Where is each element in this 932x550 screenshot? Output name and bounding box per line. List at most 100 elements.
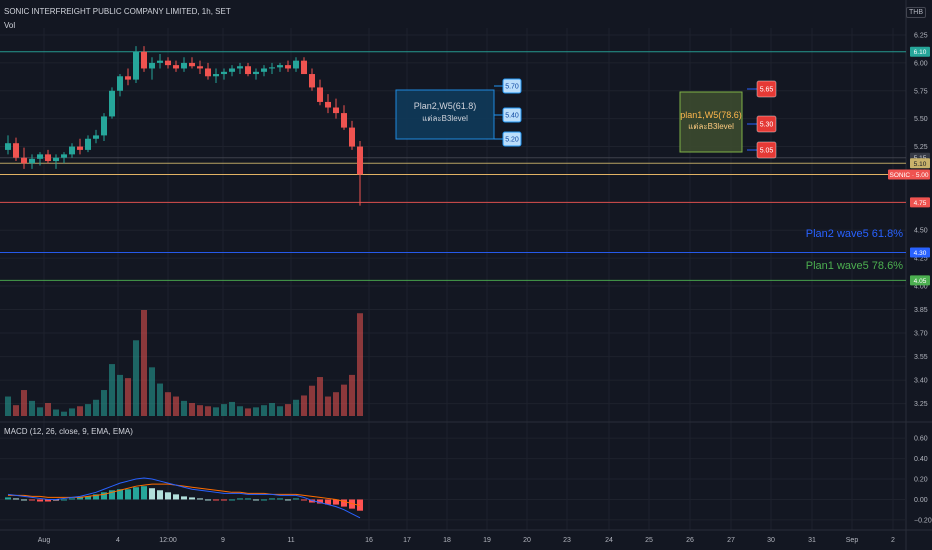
macd-histogram-bar: [285, 499, 291, 501]
plan2-target-badge: [502, 107, 522, 123]
macd-histogram-bar: [261, 499, 267, 501]
candle-body: [293, 60, 299, 69]
price-tick-label: 4.00: [914, 284, 928, 291]
macd-histogram-bar: [293, 498, 299, 500]
plan1-target-badge: [756, 115, 777, 133]
candle-body: [309, 74, 315, 88]
macd-histogram-bar: [165, 492, 171, 500]
time-tick-label: 4: [116, 537, 120, 544]
macd-tick-label: 0.40: [914, 456, 928, 463]
candle-body: [133, 51, 139, 80]
candle-body: [253, 71, 259, 75]
currency-badge[interactable]: THB: [906, 7, 926, 18]
candle-body: [157, 60, 163, 63]
candle-body: [21, 157, 27, 164]
plan1-target-label: 5.05: [760, 148, 774, 155]
price-tick-label: 3.70: [914, 331, 928, 338]
macd-histogram-bar: [237, 498, 243, 500]
macd-histogram-bar: [317, 499, 323, 504]
wave-label-plan1: Plan1 wave5 78.6%: [806, 260, 903, 272]
volume-bar: [237, 406, 243, 416]
candle-body: [101, 116, 107, 136]
volume-bar: [61, 411, 67, 416]
candle-body: [85, 138, 91, 150]
candle-body: [333, 107, 339, 114]
macd-histogram-bar: [149, 488, 155, 500]
volume-bar: [325, 396, 331, 416]
macd-histogram-bar: [21, 499, 27, 501]
time-tick-label: 16: [365, 537, 373, 544]
time-tick-label: 17: [403, 537, 411, 544]
volume-bar: [77, 406, 83, 416]
macd-histogram-bar: [53, 499, 59, 501]
macd-histogram-bar: [189, 497, 195, 500]
plan2-box-subtitle: แต่ละB3level: [422, 114, 468, 123]
macd-histogram-bar: [253, 499, 259, 501]
macd-label: MACD (12, 26, close, 9, EMA, EMA): [4, 427, 133, 436]
macd-histogram-bar: [61, 499, 67, 501]
time-tick-label: 23: [563, 537, 571, 544]
candle-body: [181, 62, 187, 69]
volume-bar: [165, 392, 171, 416]
plan1-target-badge: [756, 141, 777, 159]
volume-bar: [221, 404, 227, 416]
volume-bar: [229, 401, 235, 416]
wave-label-plan2: Plan2 wave5 61.8%: [806, 228, 903, 240]
macd-histogram-bar: [157, 490, 163, 500]
candle-body: [61, 154, 67, 158]
plan2-target-badge: [502, 131, 522, 147]
candle-body: [93, 135, 99, 139]
volume-bar: [157, 383, 163, 416]
candle-body: [221, 71, 227, 75]
volume-bar: [317, 377, 323, 416]
macd-histogram-bar: [77, 497, 83, 500]
macd-histogram-bar: [85, 496, 91, 500]
time-tick-label: 19: [483, 537, 491, 544]
time-tick-label: 26: [686, 537, 694, 544]
price-axis-badge-label: 4.05: [914, 278, 927, 285]
macd-histogram-bar: [69, 498, 75, 500]
macd-histogram-bar: [221, 499, 227, 501]
volume-bar: [109, 364, 115, 416]
macd-tick-label: 0.60: [914, 436, 928, 443]
volume-bar: [261, 405, 267, 416]
macd-histogram-bar: [133, 487, 139, 500]
price-tick-label: 3.55: [914, 354, 928, 361]
volume-label: Vol: [4, 21, 16, 30]
volume-bar: [69, 408, 75, 416]
candle-body: [5, 143, 11, 150]
macd-histogram-bar: [205, 499, 211, 501]
candle-body: [141, 51, 147, 69]
volume-bar: [213, 407, 219, 416]
macd-histogram-bar: [269, 498, 275, 500]
plan1-box-subtitle: แต่ละB3level: [688, 122, 734, 131]
volume-bar: [117, 374, 123, 416]
plan2-target-label: 5.40: [505, 113, 519, 120]
macd-tick-label: 0.20: [914, 477, 928, 484]
candle-body: [77, 146, 83, 150]
time-tick-label: 30: [767, 537, 775, 544]
volume-bar: [349, 374, 355, 416]
price-tick-label: 5.25: [914, 144, 928, 151]
price-axis-badge: [910, 46, 930, 57]
time-tick-label: 25: [645, 537, 653, 544]
volume-bar: [205, 406, 211, 416]
macd-histogram-bar: [29, 499, 35, 501]
plan2-target-badge: [502, 78, 522, 94]
macd-histogram-bar: [5, 497, 11, 500]
price-axis-badge-label: 5.10: [914, 161, 927, 168]
macd-histogram-bar: [13, 498, 19, 500]
candle-body: [237, 66, 243, 69]
volume-bar: [93, 399, 99, 416]
macd-signal-line: [8, 483, 361, 507]
time-tick-label: Aug: [38, 537, 51, 544]
macd-histogram-bar: [333, 499, 339, 505]
volume-bar: [141, 310, 147, 416]
candle-body: [165, 60, 171, 66]
time-tick-label: Sep: [846, 537, 859, 544]
candle-body: [301, 60, 307, 75]
price-tick-label: 5.75: [914, 88, 928, 95]
macd-histogram-bar: [173, 494, 179, 500]
macd-histogram-bar: [325, 499, 331, 505]
